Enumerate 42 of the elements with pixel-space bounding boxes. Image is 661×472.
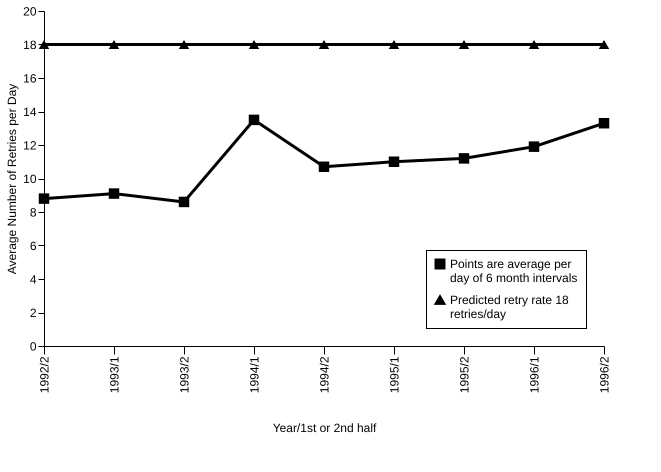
x-tick-label: 1993/1 xyxy=(108,356,122,394)
point xyxy=(318,40,330,50)
point xyxy=(108,188,120,199)
x-tick-label: 1992/2 xyxy=(38,356,52,394)
y-tick-label: 6 xyxy=(30,239,37,253)
point xyxy=(38,193,50,204)
point xyxy=(178,196,190,208)
y-tick-label: 8 xyxy=(30,206,37,220)
y-tick-label: 10 xyxy=(23,172,37,186)
y-tick-label: 18 xyxy=(23,38,37,52)
point xyxy=(598,118,610,128)
point xyxy=(248,114,260,126)
point xyxy=(318,162,330,172)
x-tick-label: 1993/2 xyxy=(178,356,192,394)
point xyxy=(458,153,470,164)
point xyxy=(388,156,400,167)
point xyxy=(598,40,610,50)
y-axis-title: Average Number of Retries per Day xyxy=(5,84,20,274)
x-tick-label: 1995/1 xyxy=(388,356,402,394)
point xyxy=(528,40,540,50)
y-tick-label: 16 xyxy=(23,72,37,86)
x-tick-label: 1995/2 xyxy=(458,356,472,394)
y-tick-label: 0 xyxy=(30,340,37,354)
y-tick-label: 20 xyxy=(23,4,37,18)
legend-label: Points are average per day of 6 month intervals xyxy=(450,257,578,285)
y-tick-label: 12 xyxy=(23,138,37,152)
point xyxy=(528,141,540,152)
y-tick-label: 4 xyxy=(30,272,37,286)
point xyxy=(248,40,260,50)
point xyxy=(178,40,190,50)
y-tick-label: 2 xyxy=(30,306,37,320)
x-tick-label: 1996/2 xyxy=(598,356,612,394)
point xyxy=(458,40,470,50)
legend-label: Predicted retry rate 18 retries/day xyxy=(450,293,570,321)
x-axis-title: Year/1st or 2nd half xyxy=(272,421,377,436)
y-tick-label: 14 xyxy=(23,105,37,119)
point xyxy=(38,40,50,50)
x-tick-label: 1994/1 xyxy=(248,356,262,394)
x-tick-label: 1996/1 xyxy=(528,356,542,394)
point xyxy=(388,40,400,50)
point xyxy=(108,40,120,50)
x-tick-label: 1994/2 xyxy=(318,356,332,394)
